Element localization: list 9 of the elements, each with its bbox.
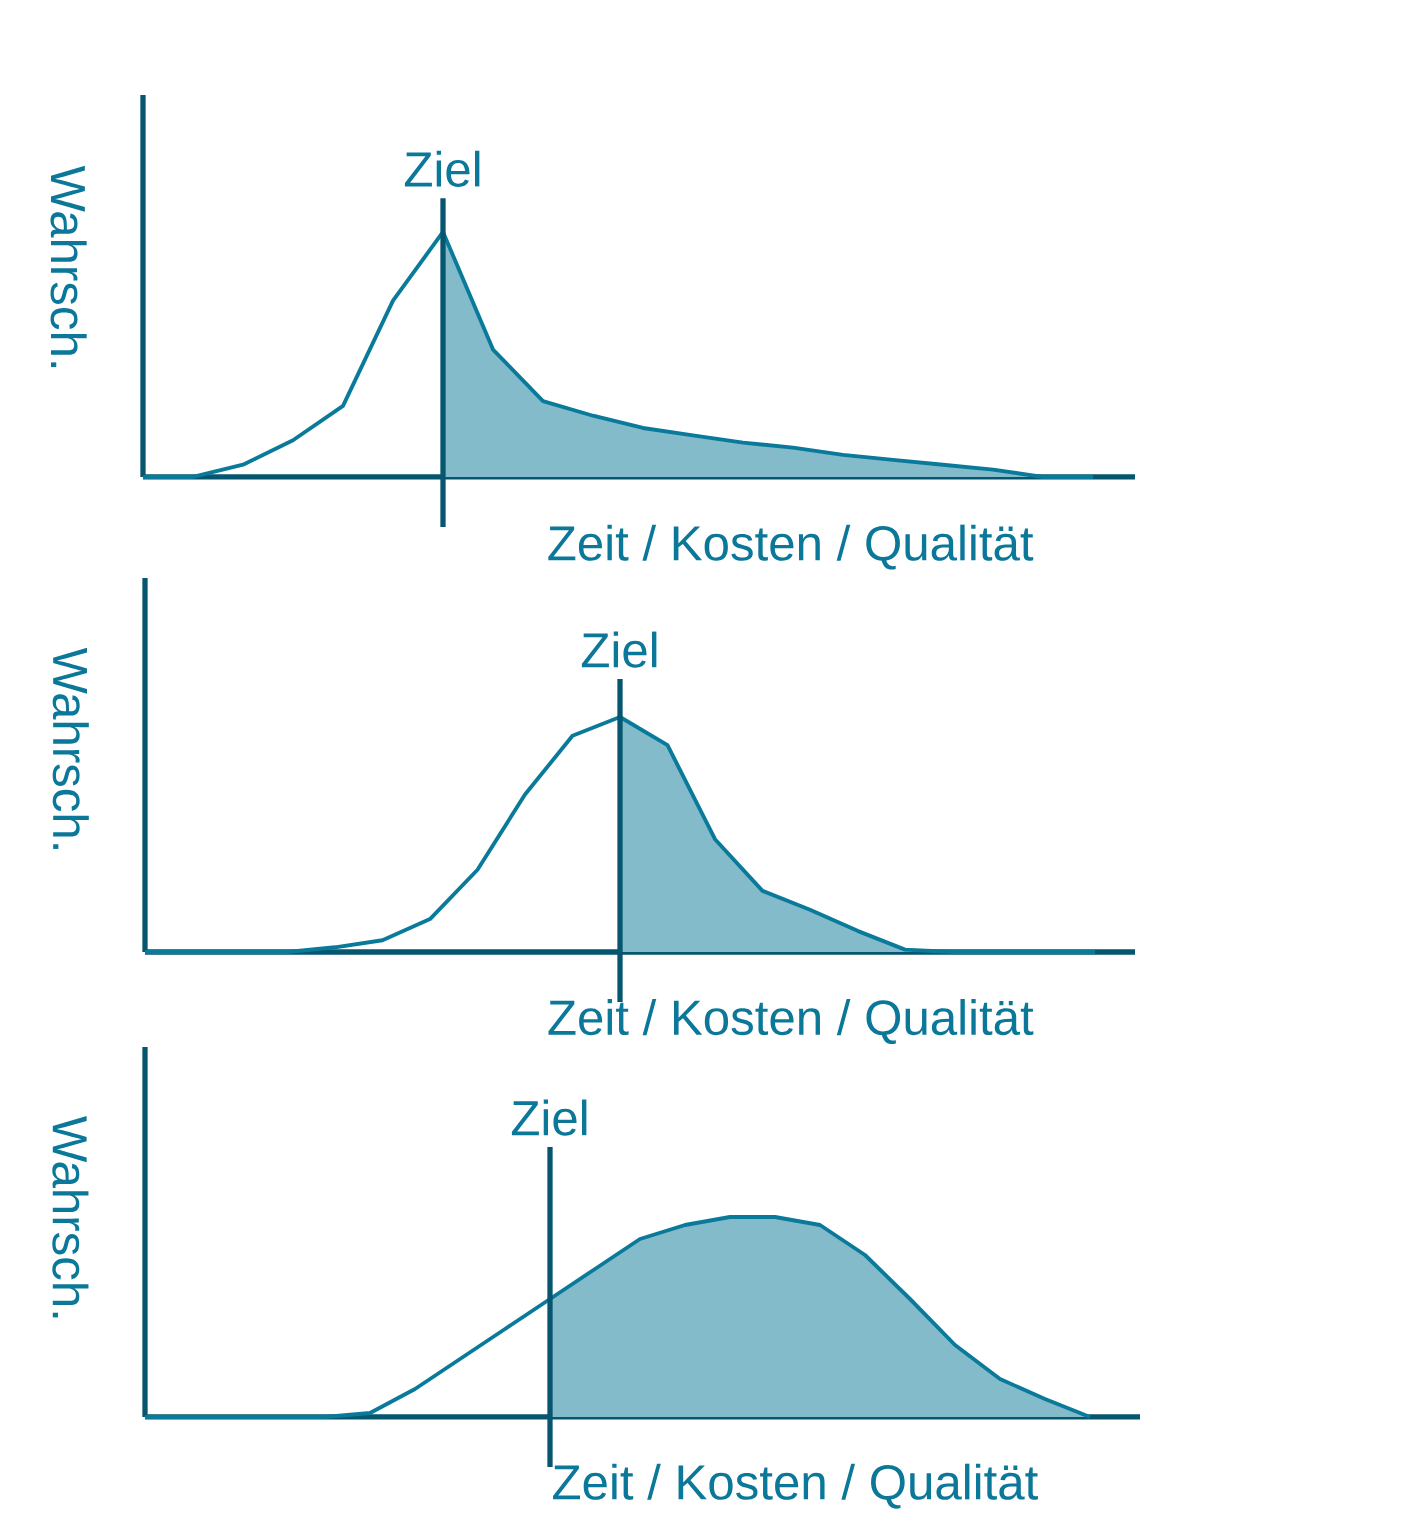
- x-axis-title: Zeit / Kosten / Qualität: [548, 999, 1034, 1044]
- text: Ziel: [581, 631, 657, 668]
- y-axis-title: Wahrsch.: [50, 165, 87, 368]
- y-axis-title: Wahrsch.: [52, 1116, 89, 1318]
- text: Ziel: [511, 1099, 587, 1136]
- text: Ziel: [404, 150, 480, 187]
- x-axis-title: Zeit / Kosten / Qualität: [553, 1463, 1038, 1509]
- x-axis-title: Zeit / Kosten / Qualität: [548, 524, 1034, 570]
- y-axis-title: Wahrsch.: [52, 647, 89, 849]
